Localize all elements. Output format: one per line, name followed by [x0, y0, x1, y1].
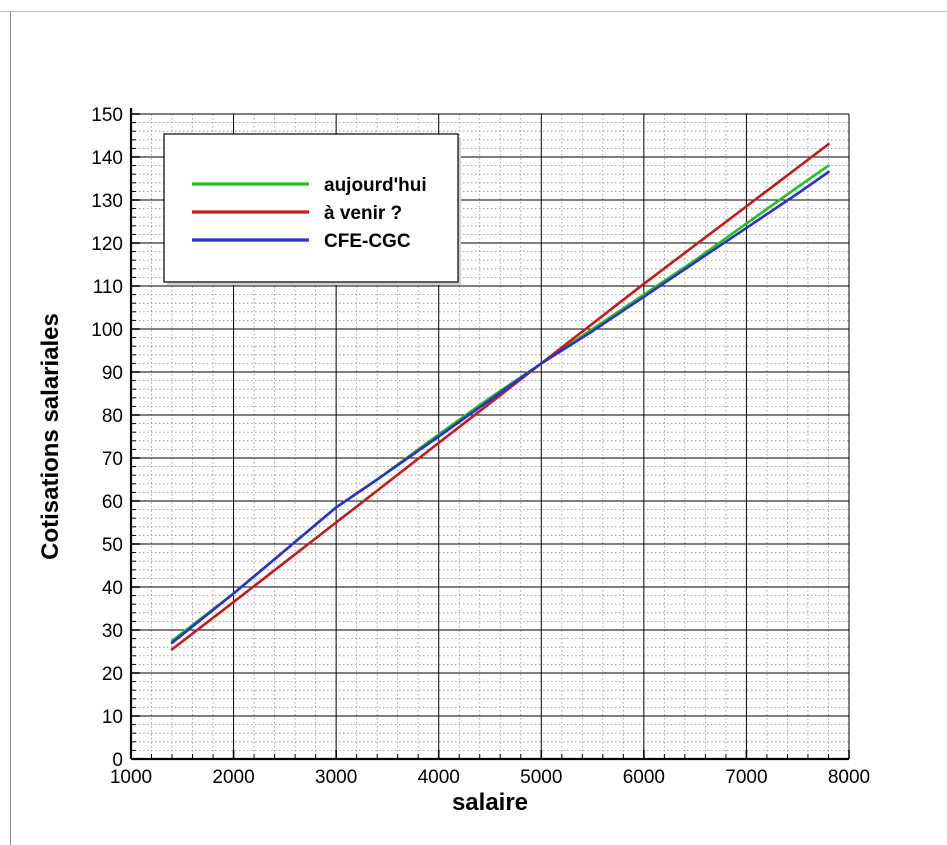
- x-tick-label: 5000: [520, 767, 562, 788]
- x-tick-label: 4000: [418, 767, 460, 788]
- y-tick-label: 30: [102, 621, 123, 642]
- x-tick-label: 8000: [828, 767, 870, 788]
- frame-top-border: [0, 11, 947, 12]
- axes: 1000 2000 3000 4000 5000 6000 7000 8000 0 10 20 30 4…: [91, 105, 870, 788]
- legend-label: à venir ?: [324, 203, 402, 224]
- minor-grid: [131, 114, 849, 759]
- y-tick-label: 100: [91, 320, 123, 341]
- y-tick-label: 60: [102, 492, 123, 513]
- y-tick-label: 80: [102, 406, 123, 427]
- series-line: [170, 142, 830, 651]
- y-tick-label: 0: [112, 750, 123, 771]
- y-tick-label: 50: [102, 535, 123, 556]
- x-tick-label: 6000: [623, 767, 665, 788]
- y-tick-label: 140: [91, 148, 123, 169]
- x-tick-label: 3000: [315, 767, 357, 788]
- legend-label: aujourd'hui: [324, 175, 427, 196]
- x-axis-title: salaire: [452, 789, 528, 816]
- y-tick-label: 90: [102, 363, 123, 384]
- y-tick-label: 40: [102, 578, 123, 599]
- y-tick-label: 150: [91, 105, 123, 126]
- legend-label: CFE-CGC: [324, 231, 411, 252]
- frame-left-border: [10, 11, 11, 845]
- series-line: [170, 170, 830, 645]
- series-layer: [170, 142, 830, 651]
- y-tick-label: 120: [91, 234, 123, 255]
- x-tick-label: 7000: [725, 767, 767, 788]
- y-tick-label: 110: [93, 277, 123, 298]
- y-tick-label: 20: [102, 664, 123, 685]
- x-tick-label: 1000: [110, 767, 152, 788]
- y-tick-label: 10: [102, 707, 123, 728]
- y-tick-label: 70: [102, 449, 123, 470]
- y-tick-label: 130: [91, 191, 123, 212]
- y-axis-title: Cotisations salariales: [37, 313, 64, 560]
- legend: aujourd'hui à venir ? CFE-CGC: [163, 133, 461, 285]
- legend-box: [163, 133, 459, 283]
- x-tick-label: 2000: [212, 767, 254, 788]
